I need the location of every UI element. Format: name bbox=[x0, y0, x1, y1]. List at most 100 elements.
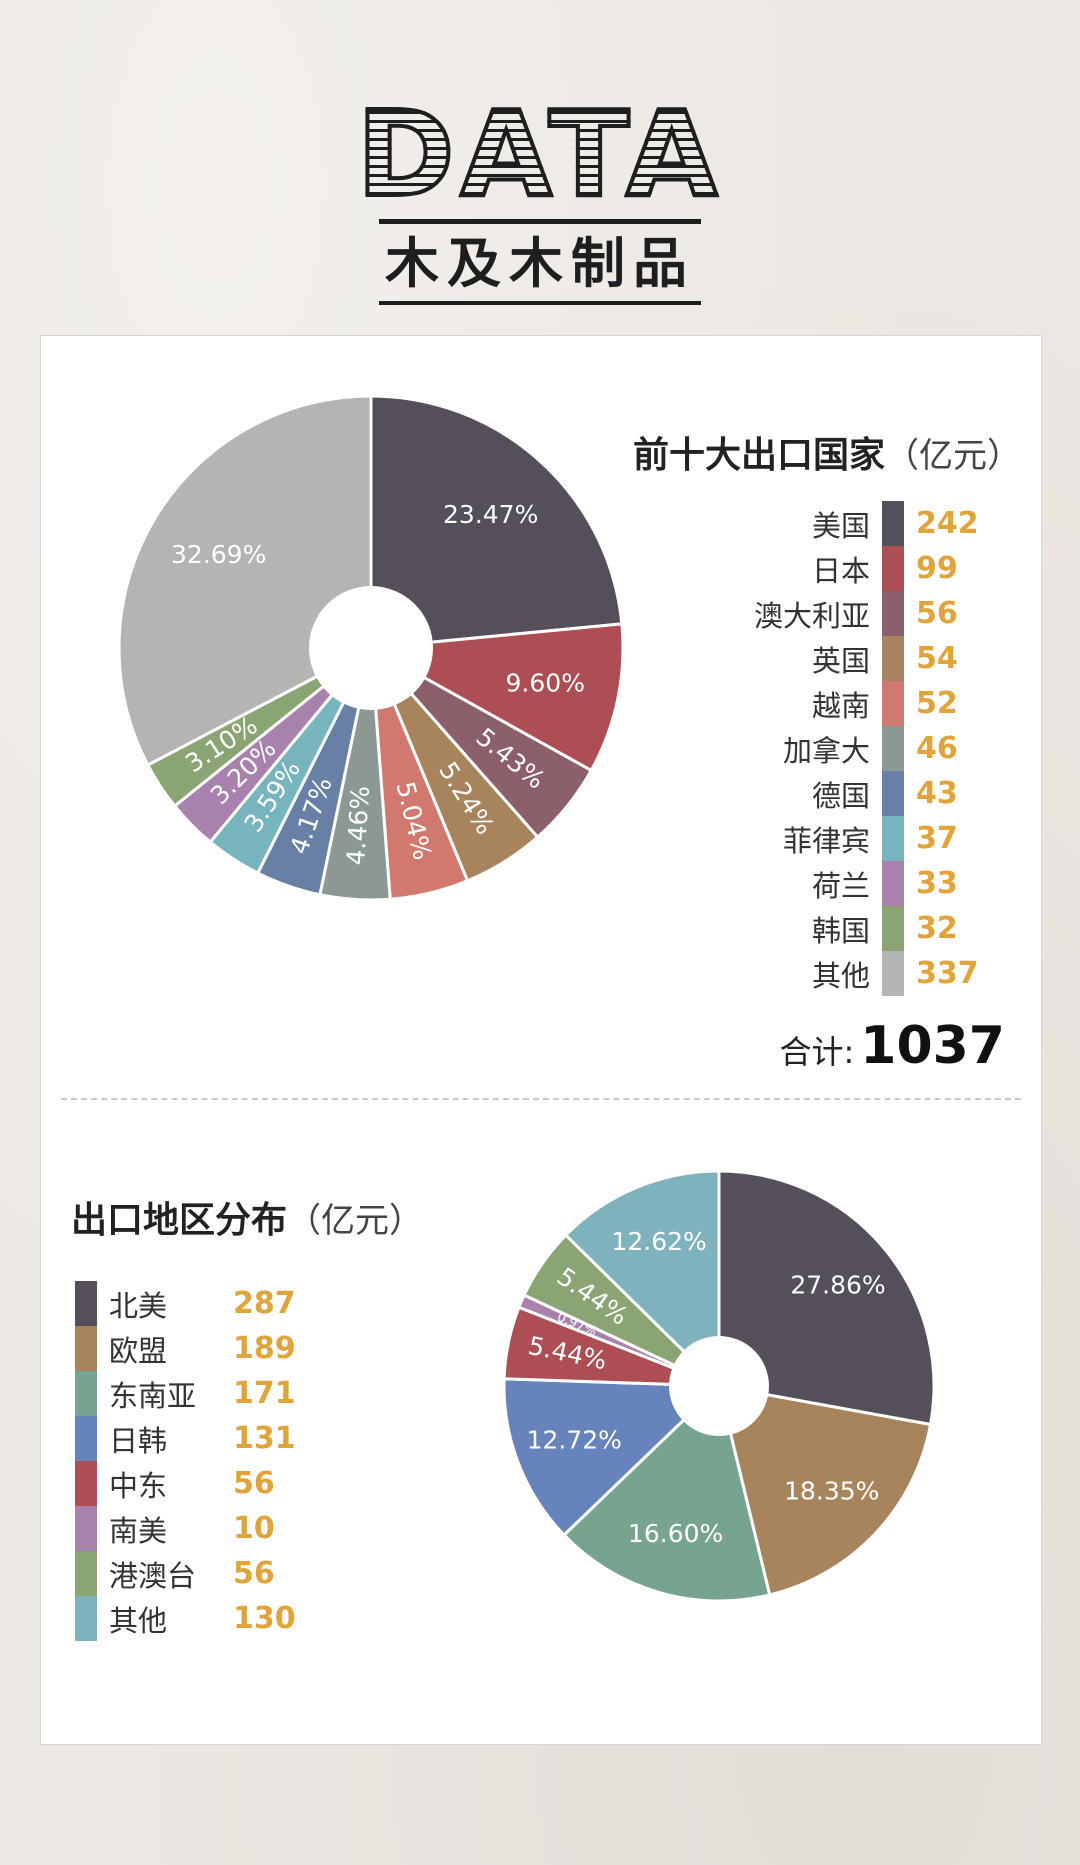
legend-region-name: 其他 bbox=[109, 1603, 168, 1638]
section-divider bbox=[61, 1098, 1021, 1100]
legend-country-swatch bbox=[882, 861, 904, 906]
legend-country-swatch bbox=[882, 681, 904, 726]
legend-country-value: 99 bbox=[916, 551, 958, 586]
regions-slice-3 bbox=[502, 1377, 723, 1538]
legend-regions-item: 港澳台 56 bbox=[75, 1551, 296, 1596]
regions-slice-label-3: 12.72% bbox=[527, 1425, 622, 1454]
legend-country-name: 荷兰 bbox=[811, 868, 870, 903]
regions-slice-1 bbox=[716, 1384, 933, 1597]
legend-region-swatch bbox=[75, 1506, 97, 1551]
legend-region-value: 131 bbox=[233, 1421, 296, 1456]
legend-country-swatch bbox=[882, 636, 904, 681]
section2-title: 出口地区分布（亿元） bbox=[71, 1191, 423, 1243]
section1-title: 前十大出口国家（亿元） bbox=[633, 426, 1021, 478]
countries-slice-label-10: 32.69% bbox=[171, 540, 266, 569]
legend-country-swatch bbox=[882, 546, 904, 591]
legend-countries-item: 韩国 32 bbox=[754, 906, 986, 951]
regions-slice-label-7: 12.62% bbox=[611, 1227, 706, 1256]
legend-country-value: 52 bbox=[916, 686, 958, 721]
legend-countries-item: 美国 242 bbox=[754, 501, 986, 546]
total-label: 合计: bbox=[779, 1033, 855, 1071]
legend-country-value: 32 bbox=[916, 911, 958, 946]
total: 合计: 1037 bbox=[779, 1016, 1005, 1076]
regions-slice-label-2: 16.60% bbox=[628, 1519, 723, 1548]
legend-countries-item: 加拿大 46 bbox=[754, 726, 986, 771]
regions-slice-label-1: 18.35% bbox=[784, 1476, 879, 1505]
legend-country-value: 33 bbox=[916, 866, 958, 901]
legend-country-value: 242 bbox=[916, 506, 979, 541]
legend-region-value: 56 bbox=[233, 1556, 275, 1591]
legend-region-value: 10 bbox=[233, 1511, 275, 1546]
legend-country-name: 韩国 bbox=[811, 913, 870, 948]
countries-center-hole bbox=[309, 586, 433, 710]
legend-regions-item: 欧盟 189 bbox=[75, 1326, 296, 1371]
legend-regions-item: 北美 287 bbox=[75, 1281, 296, 1326]
legend-countries-item: 荷兰 33 bbox=[754, 861, 986, 906]
legend-country-swatch bbox=[882, 771, 904, 816]
legend-country-value: 337 bbox=[916, 956, 979, 991]
legend-country-name: 英国 bbox=[811, 643, 870, 678]
total-value: 1037 bbox=[860, 1016, 1005, 1076]
section1-unit: （亿元） bbox=[885, 436, 1021, 476]
legend-countries-item: 越南 52 bbox=[754, 681, 986, 726]
header-rule bbox=[379, 219, 701, 224]
legend-country-value: 37 bbox=[916, 821, 958, 856]
pie-chart-countries: 23.47%9.60%5.43%5.24%5.04%4.46%4.17%3.59… bbox=[117, 394, 625, 902]
page-title: 木及木制品 bbox=[385, 232, 695, 295]
legend-countries-item: 德国 43 bbox=[754, 771, 986, 816]
legend-country-name: 菲律宾 bbox=[782, 823, 870, 858]
legend-region-name: 中东 bbox=[109, 1468, 168, 1503]
legend-region-value: 130 bbox=[233, 1601, 296, 1636]
legend-region-value: 189 bbox=[233, 1331, 296, 1366]
countries-slice-label-5: 4.46% bbox=[341, 785, 375, 866]
legend-regions-item: 东南亚 171 bbox=[75, 1371, 296, 1416]
legend-country-value: 56 bbox=[916, 596, 958, 631]
countries-slice-0 bbox=[369, 394, 624, 650]
legend-regions-item: 日韩 131 bbox=[75, 1416, 296, 1461]
legend-region-value: 287 bbox=[233, 1286, 296, 1321]
countries-slice-10 bbox=[117, 394, 373, 768]
regions-slice-7 bbox=[563, 1169, 721, 1390]
legend-region-name: 日韩 bbox=[109, 1423, 168, 1458]
data-logo-word: DATA bbox=[355, 85, 724, 223]
legend-regions: 北美 287 欧盟 189 东南亚 171 日韩 131 中东 56 南美 10 港澳台 56 其他 130 bbox=[75, 1281, 296, 1641]
legend-region-swatch bbox=[75, 1371, 97, 1416]
regions-slice-label-0: 27.86% bbox=[790, 1271, 885, 1300]
legend-region-swatch bbox=[75, 1281, 97, 1326]
countries-slice-label-1: 9.60% bbox=[506, 668, 585, 697]
legend-country-value: 46 bbox=[916, 731, 958, 766]
legend-region-swatch bbox=[75, 1416, 97, 1461]
legend-region-swatch bbox=[75, 1326, 97, 1371]
legend-region-name: 东南亚 bbox=[109, 1378, 197, 1413]
legend-region-name: 欧盟 bbox=[109, 1333, 168, 1368]
legend-countries-item: 其他 337 bbox=[754, 951, 986, 996]
legend-country-name: 越南 bbox=[811, 688, 870, 723]
legend-country-name: 美国 bbox=[811, 508, 870, 543]
header: DATA 木及木制品 bbox=[0, 85, 1080, 306]
regions-center-hole bbox=[669, 1336, 769, 1436]
legend-countries-item: 澳大利亚 56 bbox=[754, 591, 986, 636]
legend-country-name: 澳大利亚 bbox=[753, 598, 870, 633]
legend-region-swatch bbox=[75, 1551, 97, 1596]
regions-slice-0 bbox=[717, 1169, 936, 1427]
legend-country-swatch bbox=[882, 951, 904, 996]
regions-slice-2 bbox=[561, 1383, 772, 1603]
legend-region-name: 港澳台 bbox=[109, 1558, 197, 1593]
legend-country-value: 54 bbox=[916, 641, 958, 676]
legend-country-name: 加拿大 bbox=[782, 733, 870, 768]
legend-regions-item: 南美 10 bbox=[75, 1506, 296, 1551]
legend-country-name: 德国 bbox=[811, 778, 870, 813]
legend-region-swatch bbox=[75, 1596, 97, 1641]
legend-countries-item: 日本 99 bbox=[754, 546, 986, 591]
legend-regions-item: 其他 130 bbox=[75, 1596, 296, 1641]
legend-region-value: 171 bbox=[233, 1376, 296, 1411]
section1-title-text: 前十大出口国家 bbox=[632, 435, 885, 476]
legend-country-name: 其他 bbox=[811, 958, 870, 993]
chart-card: 前十大出口国家（亿元） 23.47% 9.60% 5.43% 5.24% 5.04% 4.… bbox=[40, 335, 1042, 1745]
pie-chart-regions: 27.86%18.35%16.60%12.72%5.44%0.97%5.44%1… bbox=[502, 1169, 936, 1603]
section2-unit: （亿元） bbox=[287, 1201, 424, 1241]
legend-region-name: 南美 bbox=[109, 1513, 168, 1548]
legend-country-swatch bbox=[882, 501, 904, 546]
legend-country-value: 43 bbox=[916, 776, 958, 811]
legend-region-value: 56 bbox=[233, 1466, 275, 1501]
